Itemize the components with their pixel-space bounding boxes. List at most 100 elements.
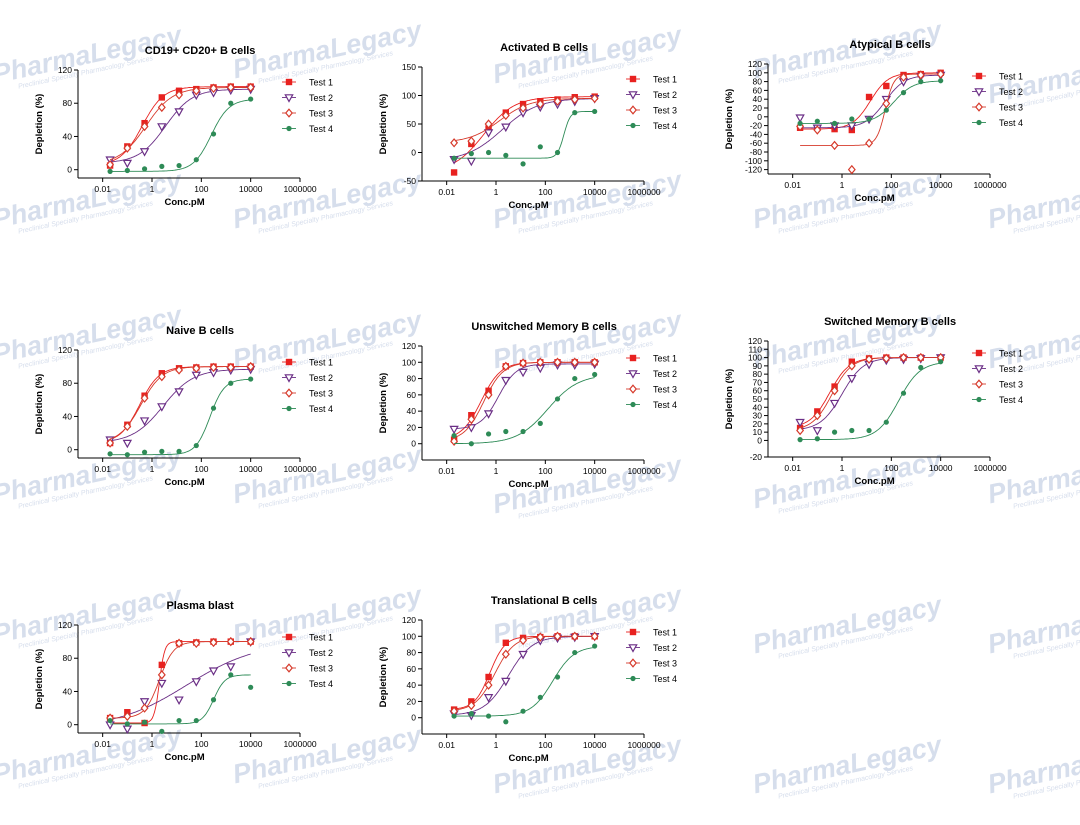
data-point [157,123,167,132]
legend-item: Test 1 [626,354,677,364]
legend-item: Test 2 [972,364,1023,374]
legend-label: Test 4 [999,118,1023,128]
data-point [176,162,182,169]
data-point [831,429,838,435]
x-tick-label: 1 [494,466,499,476]
data-point [159,728,165,734]
series-3 [450,93,599,148]
x-tick-label: 1000000 [283,184,316,194]
legend-label: Test 3 [309,664,333,674]
legend-marker [629,658,637,668]
data-point [246,361,255,372]
data-point [900,390,907,396]
legend-marker [975,349,983,357]
data-point [157,403,167,412]
data-point [450,169,458,176]
data-point [570,631,579,642]
legend-marker [628,91,638,100]
data-point [246,82,255,93]
x-tick-label: 10000 [239,184,263,194]
data-point [209,362,218,373]
legend-item: Test 2 [972,87,1023,97]
chart-panel: Plasma blast 0 40 80 120 0.01 1 100 10000 1000000… [34,600,333,763]
legend-marker [284,374,294,383]
y-tick-label: 10 [753,427,763,437]
data-point [501,361,510,372]
data-point [209,83,218,94]
data-point [466,424,477,433]
legend-label: Test 3 [999,103,1023,113]
legend-marker [285,388,293,398]
legend-marker [976,396,982,403]
legend-label: Test 2 [309,648,333,658]
chart-title: CD19+ CD20+ B cells [145,45,256,57]
y-tick-label: 30 [753,411,763,421]
data-point [847,164,856,175]
y-tick-label: -120 [745,165,762,175]
data-point [502,639,510,646]
legend-item: Test 3 [282,663,333,674]
data-point [450,138,459,148]
x-tick-label: 0.01 [438,187,455,197]
data-point [883,419,889,425]
y-tick-label: 70 [753,377,763,387]
series-3 [796,352,945,436]
data-point [484,680,493,690]
legend-marker [628,644,638,653]
data-point [537,144,543,150]
data-point [174,696,184,706]
data-point [174,388,184,397]
data-point [570,357,579,368]
data-point [107,451,113,457]
x-tick-label: 0.01 [438,740,455,750]
chart-title: Naive B cells [166,325,234,337]
x-tick-label: 1000000 [627,740,660,750]
series-2 [105,365,256,449]
data-point [159,448,165,454]
data-point [899,352,908,363]
y-tick-label: 60 [407,390,417,400]
series-4 [107,376,254,458]
data-point [158,94,166,101]
data-point [795,114,805,123]
data-point [226,82,235,93]
data-point [797,120,803,126]
x-tick-label: 1 [840,180,845,190]
data-point [847,374,857,384]
series-3 [796,69,945,175]
y-tick-label: 40 [753,94,763,104]
x-tick-label: 100 [538,187,552,197]
data-point [192,638,201,649]
legend-label: Test 3 [653,385,677,395]
x-tick-label: 1 [150,739,155,749]
data-point [123,421,132,432]
fit-curve [110,641,251,719]
legend-item: Test 2 [282,648,333,658]
x-tick-label: 1000000 [627,466,660,476]
chart-title: Translational B cells [491,595,597,607]
x-tick-label: 0.01 [438,466,455,476]
data-point [938,359,944,365]
data-point [501,649,510,659]
series-2 [105,85,256,169]
data-point [140,121,149,132]
legend-marker [976,119,982,126]
y-tick-label: 20 [753,103,763,113]
legend-label: Test 4 [653,674,677,684]
chart-panel: Unswitched Memory B cells 0 20 40 60 80 100 120… [378,321,677,490]
data-point [193,442,199,449]
chart-title: Plasma blast [166,600,234,612]
data-point [866,427,872,434]
data-point [123,711,132,722]
y-axis-label: Depletion (%) [34,94,45,155]
x-axis-label: Conc.pM [509,479,549,490]
series-4 [451,643,598,725]
data-point [796,425,805,436]
y-tick-label: 120 [58,620,72,630]
data-point [519,635,528,646]
x-axis-label: Conc.pM [165,477,205,488]
data-point [246,636,255,647]
data-point [175,365,184,375]
fit-curve [110,88,251,163]
data-point [124,452,130,458]
